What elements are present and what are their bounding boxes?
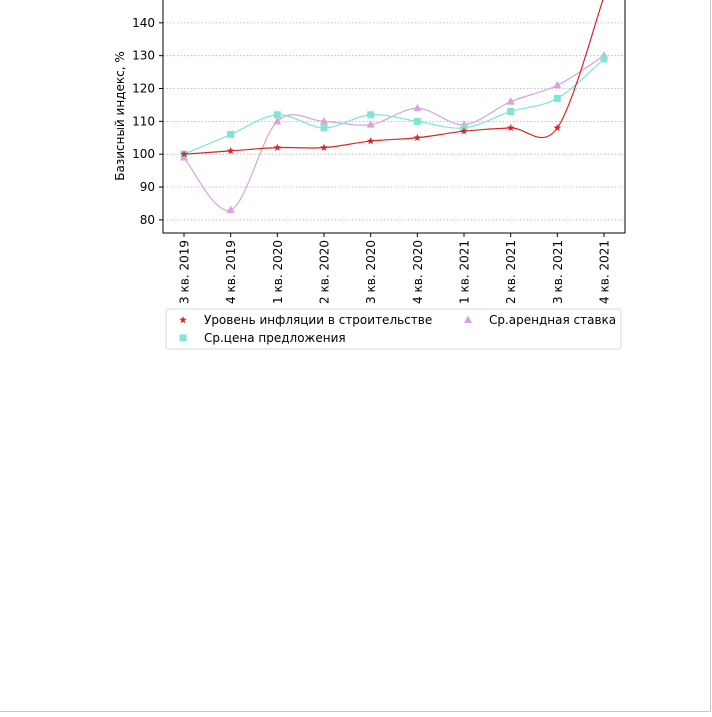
data-point [226,146,235,155]
y-tick-label: 130 [132,49,155,63]
x-axis-ticks: 3 кв. 2019 4 кв. 2019 1 кв. 2020 2 кв. 2020… [178,233,612,304]
data-point [226,205,235,214]
data-point [506,123,515,132]
data-point [553,94,561,102]
data-point [366,137,375,145]
data-point [320,116,328,125]
series-line [183,0,604,155]
legend-marker-shape [179,316,187,324]
x-tick-label: 1 кв. 2021 [458,240,472,304]
legend-frame [165,308,622,350]
legend-label-rent-rate: Ср.арендная ставка [489,313,616,327]
legend-label-inflation: Уровень инфляции в строительстве [204,313,432,327]
data-point [507,108,515,115]
data-point [600,55,608,63]
data-point [180,150,188,158]
data-point [367,111,375,119]
legend-marker-inflation [179,316,187,324]
legend-label-offer-price: Ср.цена предложения [204,331,346,345]
data-point [413,103,422,112]
data-point [320,124,328,132]
x-tick-label: 2 кв. 2021 [504,240,518,304]
y-axis-ticks: 8090100110120130140150 [132,16,163,227]
data-point [413,133,422,142]
x-tick-label: 1 кв. 2020 [271,240,285,304]
series-line [183,58,605,155]
data-point [273,143,282,151]
legend: Уровень инфляции в строительстве Ср.цена… [165,308,622,350]
grid [163,22,625,221]
x-tick-label: 4 кв. 2020 [411,240,425,304]
x-tick-label: 2 кв. 2020 [318,240,332,304]
plot-frame [162,0,626,234]
y-tick-label: 100 [132,147,155,161]
legend-marker-rent-rate [464,315,472,323]
data-point [320,143,328,151]
y-tick-label: 120 [132,82,155,96]
x-tick-label: 4 кв. 2019 [224,240,238,304]
data-point [413,117,421,125]
data-point [553,123,562,132]
data-point [273,116,282,125]
legend-marker-offer-price [179,334,187,342]
series-1 [180,55,608,158]
legend-marker-shape [464,315,472,323]
data-point [553,80,562,89]
x-tick-label: 3 кв. 2019 [178,240,192,304]
x-tick-label: 4 кв. 2021 [598,240,612,304]
legend-marker-shape [179,334,187,342]
series-line [183,55,605,211]
x-tick-label: 3 кв. 2021 [551,240,565,304]
data-point [366,120,375,128]
series-lines [180,0,608,214]
data-point [273,111,281,119]
y-axis-title: Базисный индекс, % [113,51,127,181]
series-0 [180,0,604,158]
y-tick-label: 140 [132,16,155,30]
y-tick-label: 90 [140,180,155,194]
data-point [227,130,235,138]
y-tick-label: 80 [140,213,155,227]
y-tick-label: 110 [132,114,155,128]
series-2 [180,51,608,214]
data-point [460,127,468,135]
x-tick-label: 3 кв. 2020 [364,240,378,304]
data-point [506,97,515,105]
